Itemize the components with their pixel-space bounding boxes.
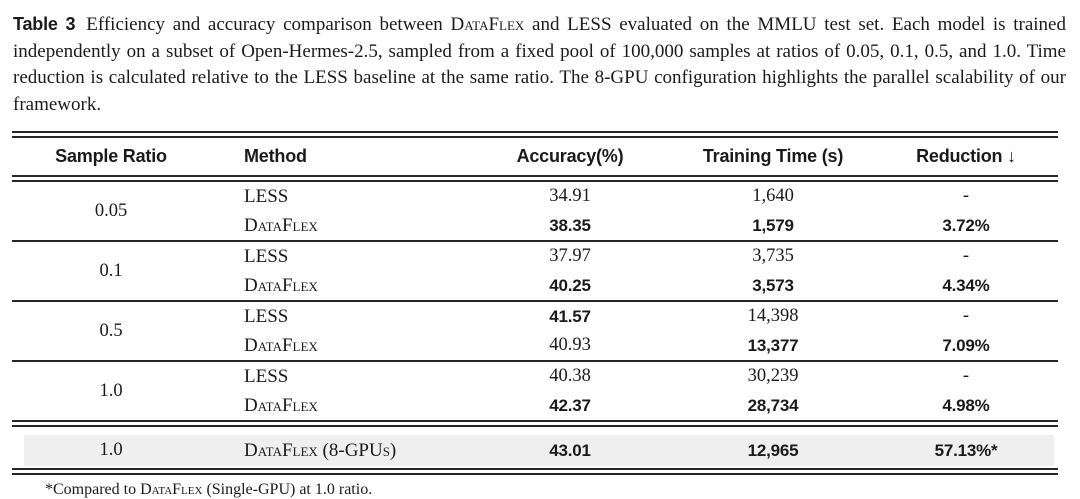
pre-highlight-rule	[12, 420, 1058, 427]
method-name-smallcaps: DataFlex	[450, 14, 525, 35]
cell-method: DataFlex (8-GPUs)	[244, 439, 397, 461]
highlight-row: 1.0 DataFlex (8-GPUs) 43.01 12,965 57.13%*	[12, 435, 1058, 466]
cell-sample-ratio: 0.05	[94, 200, 128, 221]
cell-accuracy: 43.01	[549, 440, 591, 460]
cell-method: DataFlex	[244, 394, 318, 416]
table-group-ratio-0-1: 0.1 LESS 37.97 3,735 - DataFlex 40.25 3,573 4.34…	[12, 242, 1058, 300]
cell-method: DataFlex	[244, 334, 318, 356]
cell-accuracy: 40.25	[549, 275, 591, 295]
cell-accuracy: 42.37	[549, 395, 591, 415]
column-header-method: Method	[244, 146, 307, 166]
results-table: Sample Ratio Method Accuracy(%) Training Ti…	[12, 131, 1058, 499]
table-group-ratio-0-05: 0.05 LESS 34.91 1,640 - DataFlex 38.35 1,579 3.7…	[12, 182, 1058, 240]
column-header-accuracy: Accuracy(%)	[516, 146, 624, 166]
cell-training-time: 1,579	[752, 215, 794, 235]
cell-training-time: 1,640	[752, 186, 794, 206]
table-header-row: Sample Ratio Method Accuracy(%) Training Ti…	[12, 138, 1058, 175]
column-header-reduction: Reduction ↓	[916, 146, 1016, 166]
cell-training-time: 12,965	[747, 440, 799, 460]
cell-training-time: 14,398	[747, 306, 799, 326]
cell-method: LESS	[244, 185, 289, 207]
table-group-ratio-0-5: 0.5 LESS 41.57 14,398 - DataFlex 40.93 13,377 7.…	[12, 302, 1058, 360]
cell-reduction: -	[962, 366, 970, 386]
cell-sample-ratio: 1.0	[99, 440, 123, 460]
text-run: *Compared to	[45, 481, 141, 498]
group-separator-rule	[12, 360, 1058, 362]
group-separator-rule	[12, 300, 1058, 302]
table-caption-label: Table 3	[13, 14, 76, 34]
table-body: 0.05 LESS 34.91 1,640 - DataFlex 38.35 1,579 3.7…	[12, 182, 1058, 420]
cell-accuracy: 41.57	[549, 306, 591, 326]
cell-sample-ratio: 0.5	[99, 320, 123, 341]
cell-method: DataFlex	[244, 214, 318, 236]
column-header-training-time-s: Training Time (s)	[702, 146, 844, 166]
table-caption-text: Efficiency and accuracy comparison betwe…	[13, 14, 1066, 115]
cell-accuracy: 40.93	[549, 335, 591, 355]
cell-sample-ratio: 0.1	[99, 260, 123, 281]
cell-reduction: 57.13%*	[934, 440, 998, 460]
table-caption: Table 3 Efficiency and accuracy compariso…	[13, 11, 1066, 118]
cell-reduction: -	[962, 186, 970, 206]
group-separator-rule	[12, 240, 1058, 242]
cell-method: LESS	[244, 305, 289, 327]
cell-accuracy: 40.38	[549, 366, 591, 386]
table-group-ratio-1-0: 1.0 LESS 40.38 30,239 - DataFlex 42.37 28,734 4.…	[12, 362, 1058, 420]
cell-method: DataFlex	[244, 274, 318, 296]
cell-training-time: 13,377	[747, 335, 799, 355]
cell-accuracy: 38.35	[549, 215, 591, 235]
cell-training-time: 30,239	[747, 366, 799, 386]
table-footnote: *Compared to DataFlex (Single-GPU) at 1.…	[12, 481, 1058, 499]
table-bottom-rule	[12, 468, 1058, 475]
cell-reduction: 4.34%	[942, 275, 990, 295]
column-header-sample-ratio: Sample Ratio	[55, 146, 167, 166]
table-top-rule	[12, 131, 1058, 138]
cell-method: LESS	[244, 365, 289, 387]
cell-accuracy: 37.97	[549, 246, 591, 266]
cell-training-time: 3,735	[752, 246, 794, 266]
header-bottom-rule	[12, 175, 1058, 182]
text-run: and LESS evaluated on the MMLU test set.…	[13, 14, 1066, 115]
cell-reduction: -	[962, 246, 970, 266]
cell-method: LESS	[244, 245, 289, 267]
cell-reduction: 3.72%	[942, 215, 990, 235]
cell-sample-ratio: 1.0	[99, 380, 123, 401]
cell-reduction: 7.09%	[942, 335, 990, 355]
text-run: Efficiency and accuracy comparison betwe…	[86, 14, 451, 35]
cell-reduction: -	[962, 306, 970, 326]
cell-training-time: 28,734	[747, 395, 799, 415]
method-name-smallcaps: DataFlex	[140, 481, 203, 498]
cell-accuracy: 34.91	[549, 186, 591, 206]
text-run: (Single-GPU) at 1.0 ratio.	[202, 481, 373, 498]
cell-training-time: 3,573	[752, 275, 794, 295]
cell-reduction: 4.98%	[942, 395, 990, 415]
